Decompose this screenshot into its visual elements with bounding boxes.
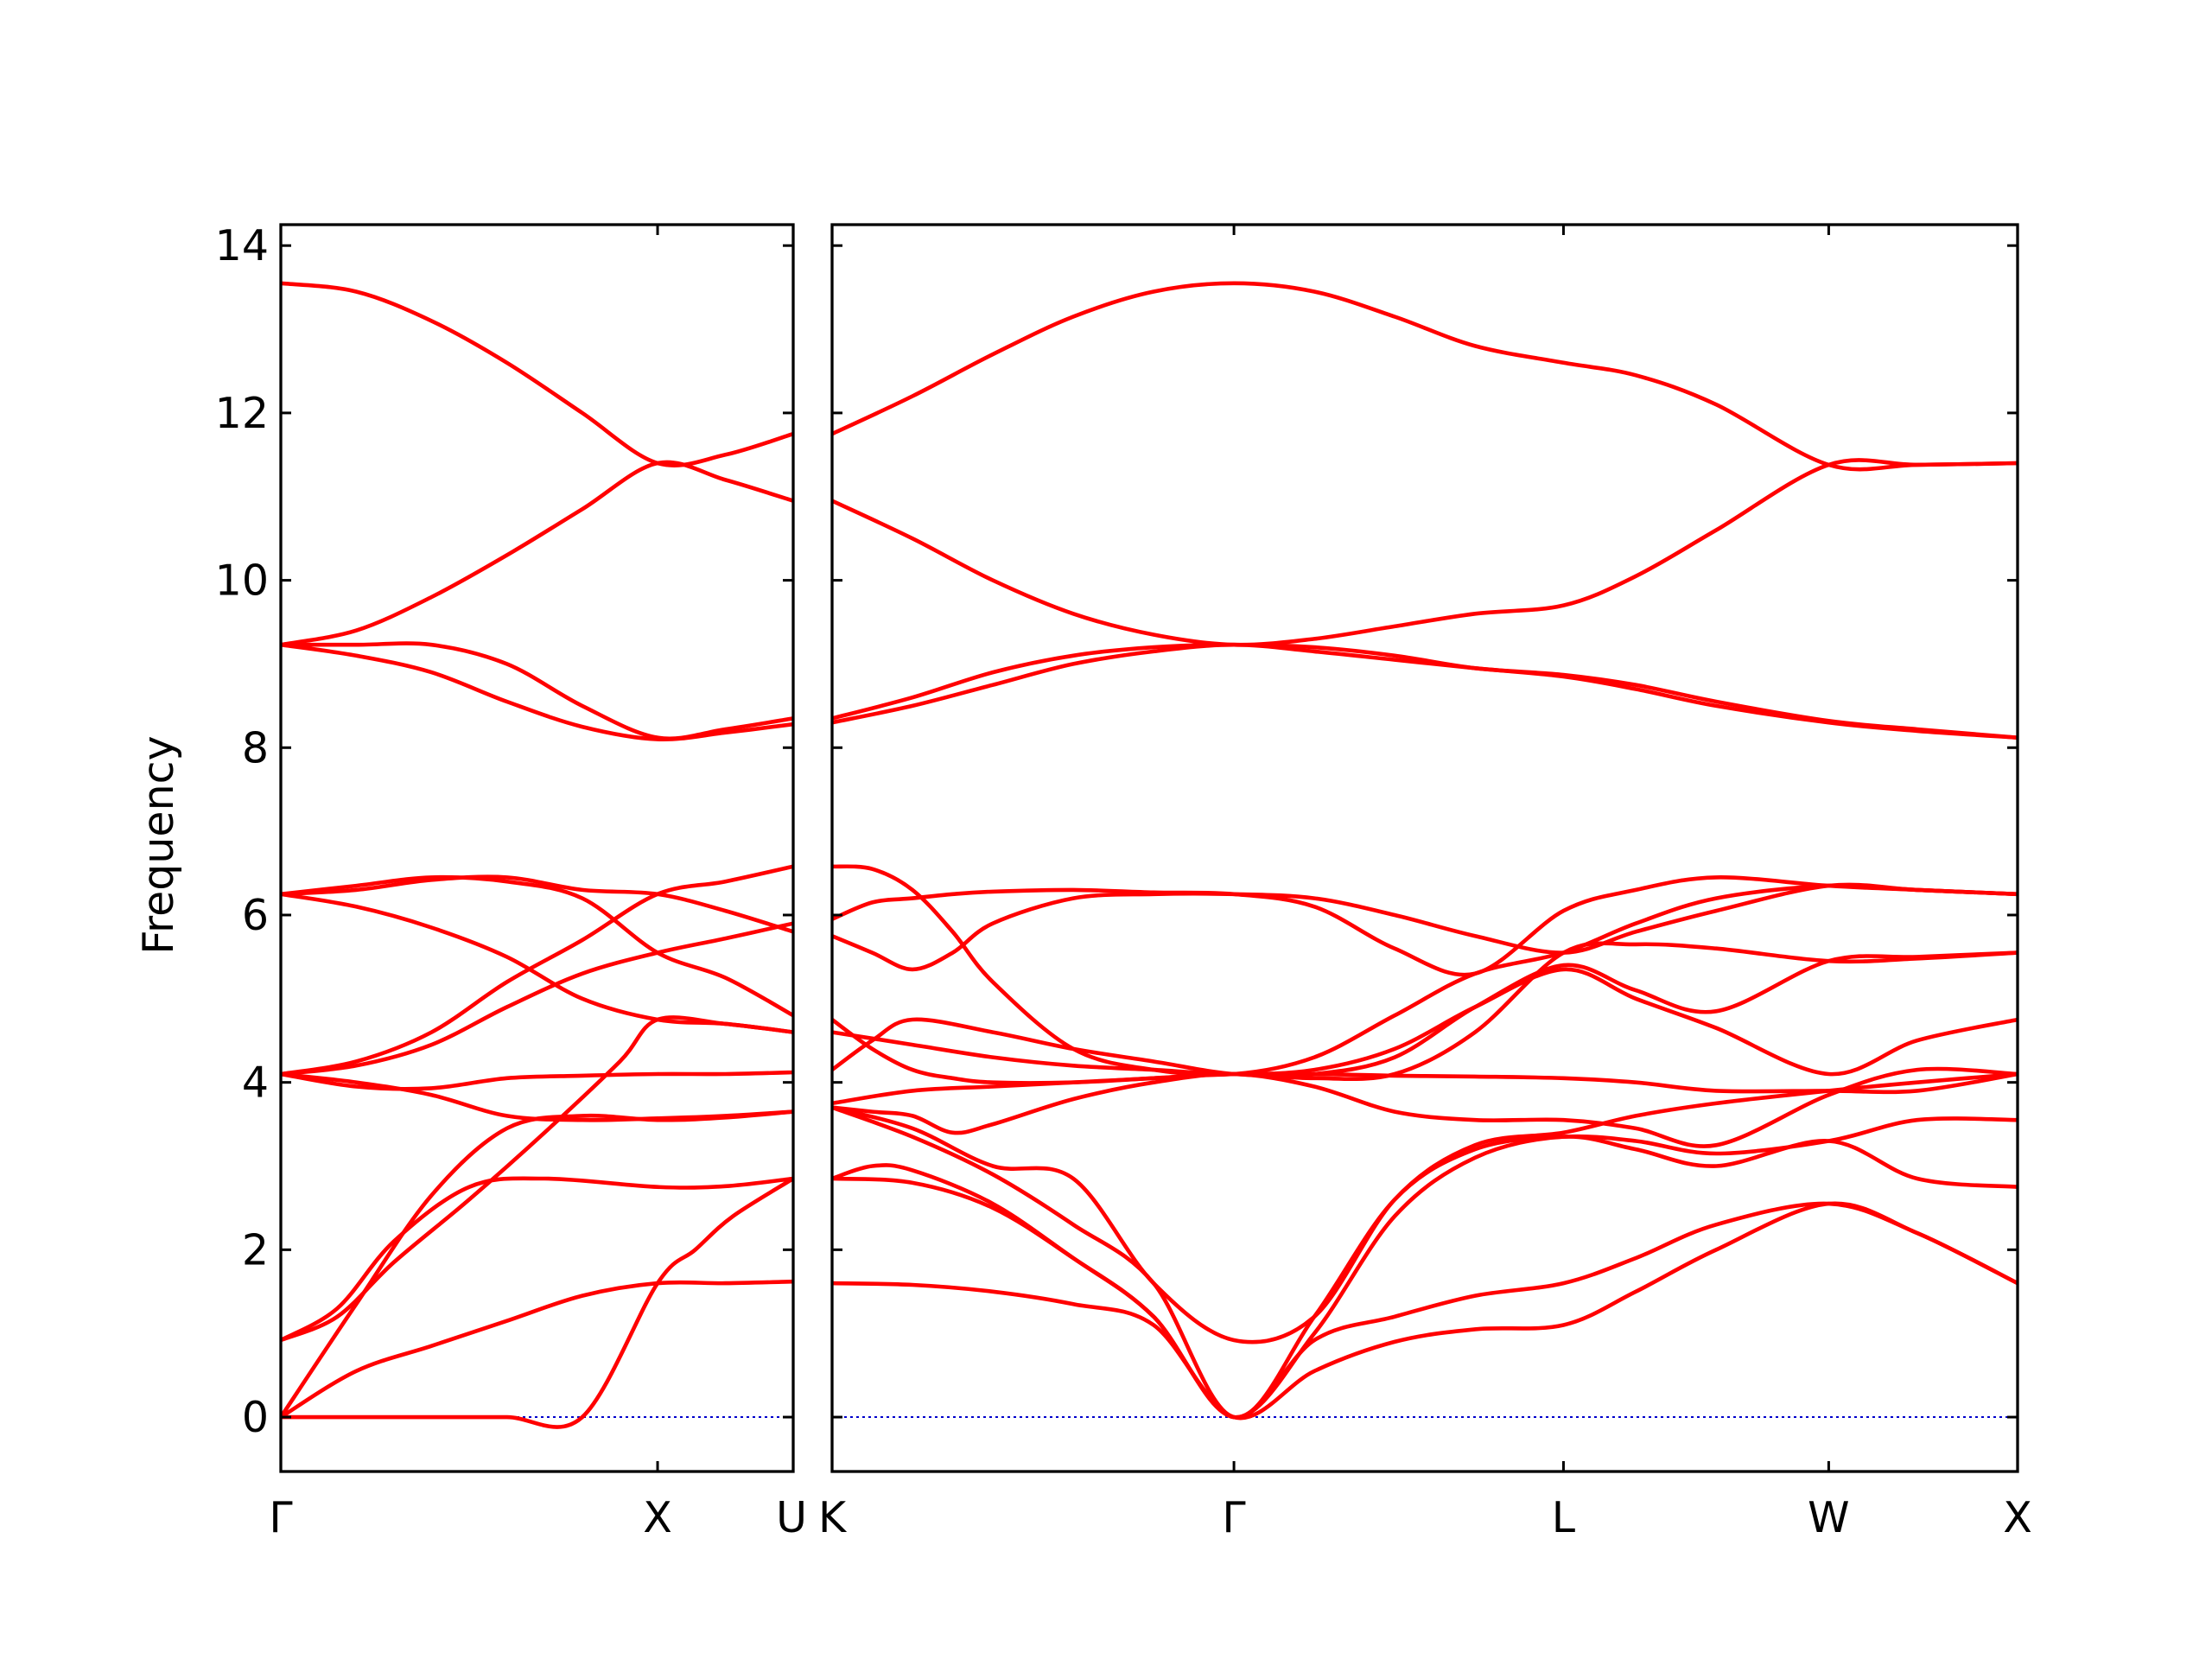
phonon-band-15 bbox=[281, 641, 793, 741]
phonon-band-8 bbox=[832, 950, 2018, 1078]
phonon-band-7 bbox=[832, 1071, 2018, 1106]
high-symmetry-label: U bbox=[776, 1493, 807, 1542]
panel-frame bbox=[279, 223, 795, 1473]
y-tick-label: 14 bbox=[215, 221, 269, 270]
high-symmetry-label: K bbox=[818, 1493, 848, 1542]
phonon-band-11 bbox=[281, 874, 793, 1018]
y-tick-label: 0 bbox=[242, 1393, 269, 1442]
panel-1: 0 2 4 6 8 10 12 14 Γ X U bbox=[215, 221, 807, 1542]
y-tick-label: 8 bbox=[242, 723, 269, 772]
band-group bbox=[832, 281, 2018, 1421]
high-symmetry-label: Γ bbox=[269, 1493, 293, 1542]
band-group bbox=[281, 281, 793, 1429]
phonon-band-5 bbox=[832, 1071, 2018, 1344]
phonon-band-2 bbox=[281, 1109, 793, 1420]
y-tick-label: 10 bbox=[215, 556, 269, 606]
phonon-band-11 bbox=[832, 882, 2018, 972]
high-symmetry-label: X bbox=[643, 1493, 672, 1542]
phonon-band-1 bbox=[832, 1201, 2018, 1421]
high-symmetry-label: W bbox=[1808, 1493, 1849, 1542]
y-tick-label: 2 bbox=[242, 1225, 269, 1274]
phonon-band-9 bbox=[281, 921, 793, 1077]
y-tick-label: 6 bbox=[242, 891, 269, 940]
phonon-band-12 bbox=[832, 875, 2018, 977]
phonon-band-7 bbox=[281, 1070, 793, 1091]
phonon-band-6 bbox=[832, 1066, 2018, 1148]
phonon-band-13 bbox=[281, 642, 793, 742]
plot-area: 0 2 4 6 8 10 12 14 Γ X U K Γ L W X bbox=[215, 221, 2032, 1542]
phonon-band-9 bbox=[832, 967, 2018, 1077]
phonon-band-3 bbox=[281, 1015, 793, 1343]
high-symmetry-label: X bbox=[2003, 1493, 2032, 1542]
phonon-band-16 bbox=[281, 281, 793, 467]
phonon-band-3 bbox=[832, 1135, 2018, 1420]
y-tick-label: 12 bbox=[215, 389, 269, 438]
phonon-band-14 bbox=[281, 460, 793, 647]
phonon-band-1 bbox=[281, 1279, 793, 1420]
y-tick-label: 4 bbox=[242, 1058, 269, 1108]
phonon-band-12 bbox=[281, 874, 793, 934]
high-symmetry-label: L bbox=[1552, 1493, 1576, 1542]
phonon-band-4 bbox=[281, 1176, 793, 1343]
phonon-band-15 bbox=[832, 642, 2018, 740]
y-axis-label: Frequency bbox=[134, 735, 183, 954]
panel-frame bbox=[830, 223, 2019, 1473]
phonon-band-4 bbox=[832, 1105, 2018, 1420]
phonon-band-16 bbox=[832, 458, 2018, 647]
phonon-band-6 bbox=[281, 1071, 793, 1122]
high-symmetry-label: Γ bbox=[1222, 1493, 1246, 1542]
phonon-band-10 bbox=[832, 941, 2018, 1085]
phonon-band-13 bbox=[832, 864, 2018, 1077]
phonon-band-5 bbox=[281, 1176, 793, 1429]
phonon-band-17 bbox=[832, 281, 2018, 472]
phonon-band-8 bbox=[281, 864, 793, 1077]
phonon-band-10 bbox=[281, 892, 793, 1034]
